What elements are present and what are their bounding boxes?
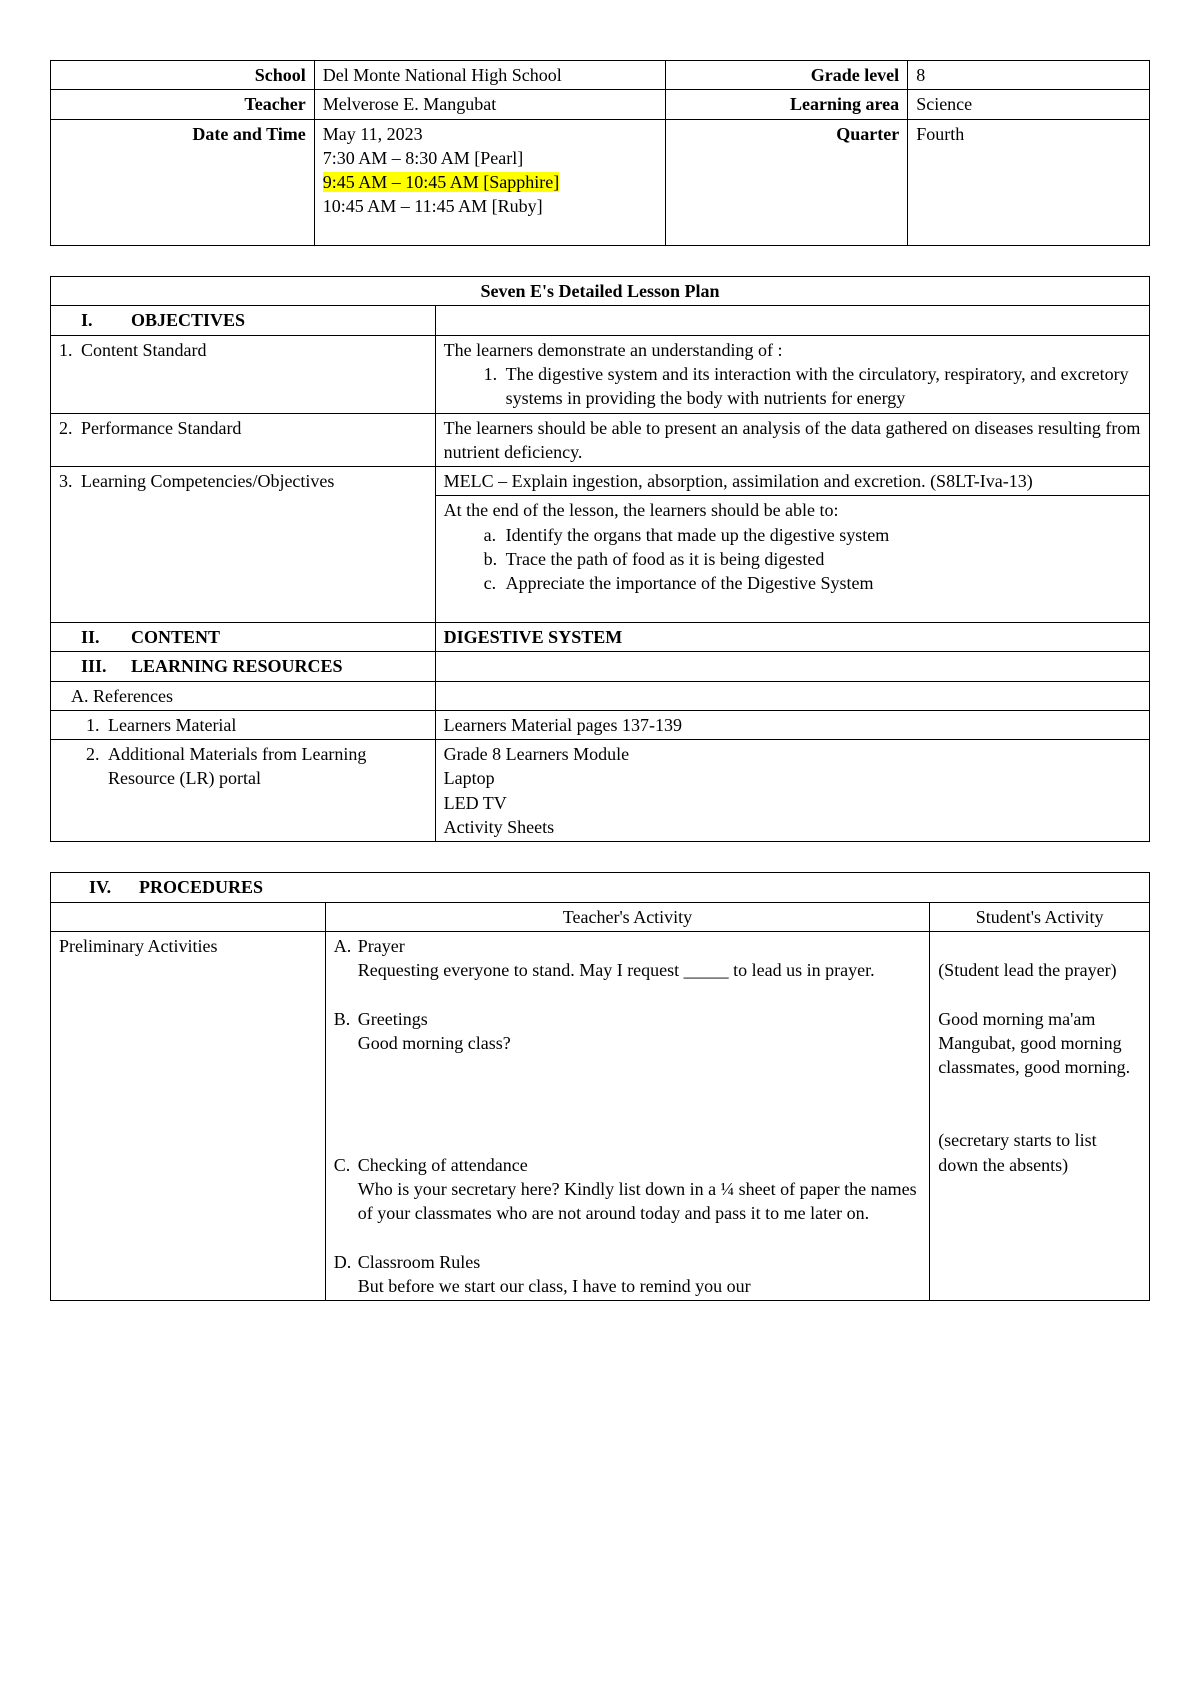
- slot1-text: 7:30 AM – 8:30 AM [Pearl]: [323, 148, 524, 168]
- additional-materials-label: 2.Additional Materials from Learning Res…: [51, 740, 436, 842]
- learners-material-label: 1.Learners Material: [51, 710, 436, 739]
- resources-header: III.LEARNING RESOURCES: [51, 652, 436, 681]
- datetime-label: Date and Time: [51, 119, 315, 245]
- content-value: DIGESTIVE SYSTEM: [435, 622, 1149, 651]
- school-label: School: [51, 61, 315, 90]
- grade-label: Grade level: [666, 61, 908, 90]
- grade-value: 8: [908, 61, 1150, 90]
- teacher-activity-body: A.Prayer Requesting everyone to stand. M…: [325, 931, 929, 1300]
- teacher-activity-header: Teacher's Activity: [325, 902, 929, 931]
- datetime-value: May 11, 2023 7:30 AM – 8:30 AM [Pearl] 9…: [314, 119, 666, 245]
- procedures-table: IV.PROCEDURES Teacher's Activity Student…: [50, 872, 1150, 1301]
- school-value: Del Monte National High School: [314, 61, 666, 90]
- references-label: A.References: [51, 681, 436, 710]
- slot3-text: 10:45 AM – 11:45 AM [Ruby]: [323, 196, 543, 216]
- date-text: May 11, 2023: [323, 124, 423, 144]
- header-table: School Del Monte National High School Gr…: [50, 60, 1150, 246]
- performance-standard-label: 2.Performance Standard: [51, 413, 436, 467]
- student-activity-header: Student's Activity: [930, 902, 1150, 931]
- procedures-header: IV.PROCEDURES: [51, 873, 1150, 902]
- preliminary-activities-label: Preliminary Activities: [51, 931, 326, 1300]
- performance-standard-value: The learners should be able to present a…: [435, 413, 1149, 467]
- teacher-value: Melverose E. Mangubat: [314, 90, 666, 119]
- learners-material-value: Learners Material pages 137-139: [435, 710, 1149, 739]
- quarter-label: Quarter: [666, 119, 908, 245]
- competencies-label: 3.Learning Competencies/Objectives: [51, 467, 436, 623]
- teacher-label: Teacher: [51, 90, 315, 119]
- slot2-text: 9:45 AM – 10:45 AM [Sapphire]: [323, 172, 560, 192]
- content-header: II.CONTENT: [51, 622, 436, 651]
- student-activity-body: (Student lead the prayer) Good morning m…: [930, 931, 1150, 1300]
- area-label: Learning area: [666, 90, 908, 119]
- objectives-header: I.OBJECTIVES: [51, 306, 436, 335]
- content-standard-label: 1.Content Standard: [51, 335, 436, 413]
- competencies-value: At the end of the lesson, the learners s…: [435, 496, 1149, 622]
- melc-value: MELC – Explain ingestion, absorption, as…: [435, 467, 1149, 496]
- area-value: Science: [908, 90, 1150, 119]
- additional-materials-value: Grade 8 Learners Module Laptop LED TV Ac…: [435, 740, 1149, 842]
- quarter-value: Fourth: [908, 119, 1150, 245]
- plan-table: Seven E's Detailed Lesson Plan I.OBJECTI…: [50, 276, 1150, 842]
- plan-title: Seven E's Detailed Lesson Plan: [51, 277, 1150, 306]
- content-standard-value: The learners demonstrate an understandin…: [435, 335, 1149, 413]
